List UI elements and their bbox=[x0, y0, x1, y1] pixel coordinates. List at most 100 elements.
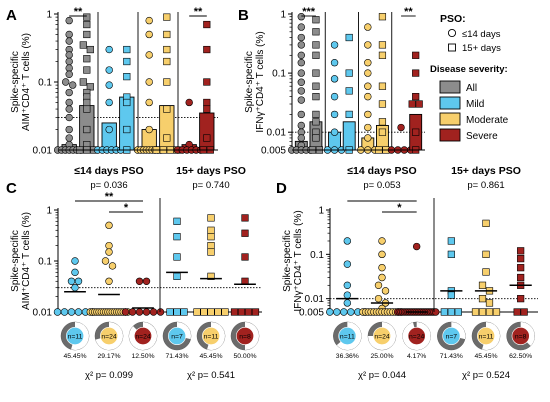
data-point bbox=[163, 13, 171, 21]
data-point bbox=[83, 98, 91, 107]
data-point bbox=[378, 41, 387, 49]
data-point bbox=[244, 308, 253, 316]
y-tick-label: 0.1 bbox=[38, 257, 52, 268]
donut-percent-label: 71.43% bbox=[165, 353, 188, 360]
data-point bbox=[412, 51, 420, 59]
data-point bbox=[330, 41, 339, 49]
data-point bbox=[207, 214, 215, 222]
data-point bbox=[166, 308, 174, 316]
panel-c-chart: 1 0.1 0.01 Spike-specific AIM⁺CD4⁺ T cells (… bbox=[10, 165, 262, 381]
data-point bbox=[297, 13, 306, 21]
data-point bbox=[74, 277, 83, 285]
data-point bbox=[517, 273, 525, 282]
donut-n-label: n=11 bbox=[204, 334, 219, 341]
donut-center bbox=[202, 327, 220, 345]
data-point bbox=[312, 93, 320, 101]
data-point bbox=[478, 308, 487, 316]
legend-pso-item-14: ≤14 days bbox=[462, 29, 501, 40]
data-point bbox=[105, 81, 113, 89]
data-point bbox=[374, 294, 383, 303]
data-point bbox=[123, 57, 131, 66]
data-point bbox=[343, 291, 352, 299]
data-point bbox=[297, 58, 306, 67]
data-point bbox=[513, 308, 521, 316]
donut-n-label: n=11 bbox=[68, 334, 83, 341]
data-point bbox=[297, 110, 306, 119]
data-point bbox=[364, 41, 372, 49]
data-point bbox=[123, 73, 131, 81]
donut-percent-label: 4.17% bbox=[407, 353, 426, 360]
data-point bbox=[364, 123, 372, 132]
y-tick-label: 0.005 bbox=[261, 146, 286, 157]
legend-swatch-mild bbox=[439, 96, 461, 110]
y-axis-label-line: IFNγ⁺CD4⁺ T cells (%) bbox=[293, 210, 304, 311]
legend-severity-label: Mild bbox=[466, 99, 484, 110]
donut-percent-label: 36.36% bbox=[336, 353, 359, 360]
donut-center bbox=[407, 327, 426, 345]
data-point bbox=[173, 217, 181, 225]
data-point bbox=[105, 221, 113, 230]
panel-d-chart: 1 0.1 0.01 0.005 Spike-specific IFNγ⁺CD4⁺ T c… bbox=[282, 165, 538, 381]
data-point bbox=[412, 128, 420, 136]
section-p-value: p= 0.036 bbox=[90, 180, 127, 191]
data-point bbox=[378, 82, 387, 90]
data-point bbox=[65, 51, 73, 59]
data-point bbox=[83, 125, 91, 134]
data-point bbox=[53, 308, 62, 316]
data-point bbox=[105, 277, 113, 285]
data-point bbox=[378, 263, 386, 272]
data-point bbox=[378, 237, 386, 245]
data-point bbox=[364, 92, 372, 101]
data-point bbox=[447, 250, 455, 258]
data-point bbox=[65, 70, 73, 78]
data-point bbox=[65, 64, 73, 72]
legend-swatch-all bbox=[439, 80, 461, 94]
data-point bbox=[173, 253, 181, 261]
data-point bbox=[163, 30, 171, 39]
data-point bbox=[378, 128, 387, 136]
data-point bbox=[482, 268, 490, 276]
significance-label: ** bbox=[74, 6, 83, 18]
data-point bbox=[207, 226, 215, 234]
data-point bbox=[397, 123, 405, 132]
donut-center bbox=[236, 327, 254, 345]
donut-percent-label: 45.45% bbox=[63, 353, 86, 360]
data-point bbox=[364, 110, 372, 119]
data-point bbox=[432, 308, 440, 316]
donut-percent-label: 12.50% bbox=[131, 353, 154, 360]
y-axis-label-line: AIM⁺CD4⁺ T cells (%) bbox=[21, 212, 32, 310]
data-point bbox=[364, 69, 372, 77]
data-point bbox=[241, 253, 249, 261]
data-point bbox=[83, 55, 91, 63]
data-point bbox=[121, 308, 130, 316]
donut-center bbox=[100, 327, 118, 345]
legend-severity-label: All bbox=[466, 83, 477, 94]
data-point bbox=[145, 125, 153, 134]
data-point bbox=[145, 78, 153, 86]
donut-percent-label: 45.45% bbox=[199, 353, 222, 360]
data-point bbox=[485, 299, 494, 307]
y-tick-label: 1 bbox=[318, 206, 324, 217]
panel-b-chart: 1 0.1 0.01 0.005 Spike-specific IFNγ⁺CD4⁺ T c… bbox=[244, 6, 425, 157]
data-point bbox=[83, 20, 91, 29]
y-tick-label: 0.1 bbox=[272, 69, 286, 80]
data-point bbox=[105, 125, 113, 134]
data-point bbox=[517, 247, 525, 255]
data-point bbox=[65, 105, 73, 113]
data-point bbox=[326, 308, 334, 316]
data-point bbox=[364, 23, 372, 31]
data-point bbox=[412, 93, 420, 101]
data-point bbox=[241, 229, 249, 237]
data-point bbox=[145, 98, 153, 107]
data-point bbox=[123, 45, 131, 54]
donut-n-label: n=7 bbox=[446, 334, 458, 341]
data-point bbox=[330, 128, 339, 136]
data-point bbox=[65, 37, 73, 45]
data-point bbox=[65, 125, 73, 134]
data-point bbox=[207, 233, 215, 241]
legend-square-marker bbox=[448, 43, 456, 52]
y-tick-label: 0.005 bbox=[299, 308, 324, 319]
y-axis-label-line: AIM⁺CD4⁺ T cells (%) bbox=[21, 33, 32, 131]
data-point bbox=[347, 308, 355, 316]
y-tick-label: 1 bbox=[46, 206, 52, 217]
